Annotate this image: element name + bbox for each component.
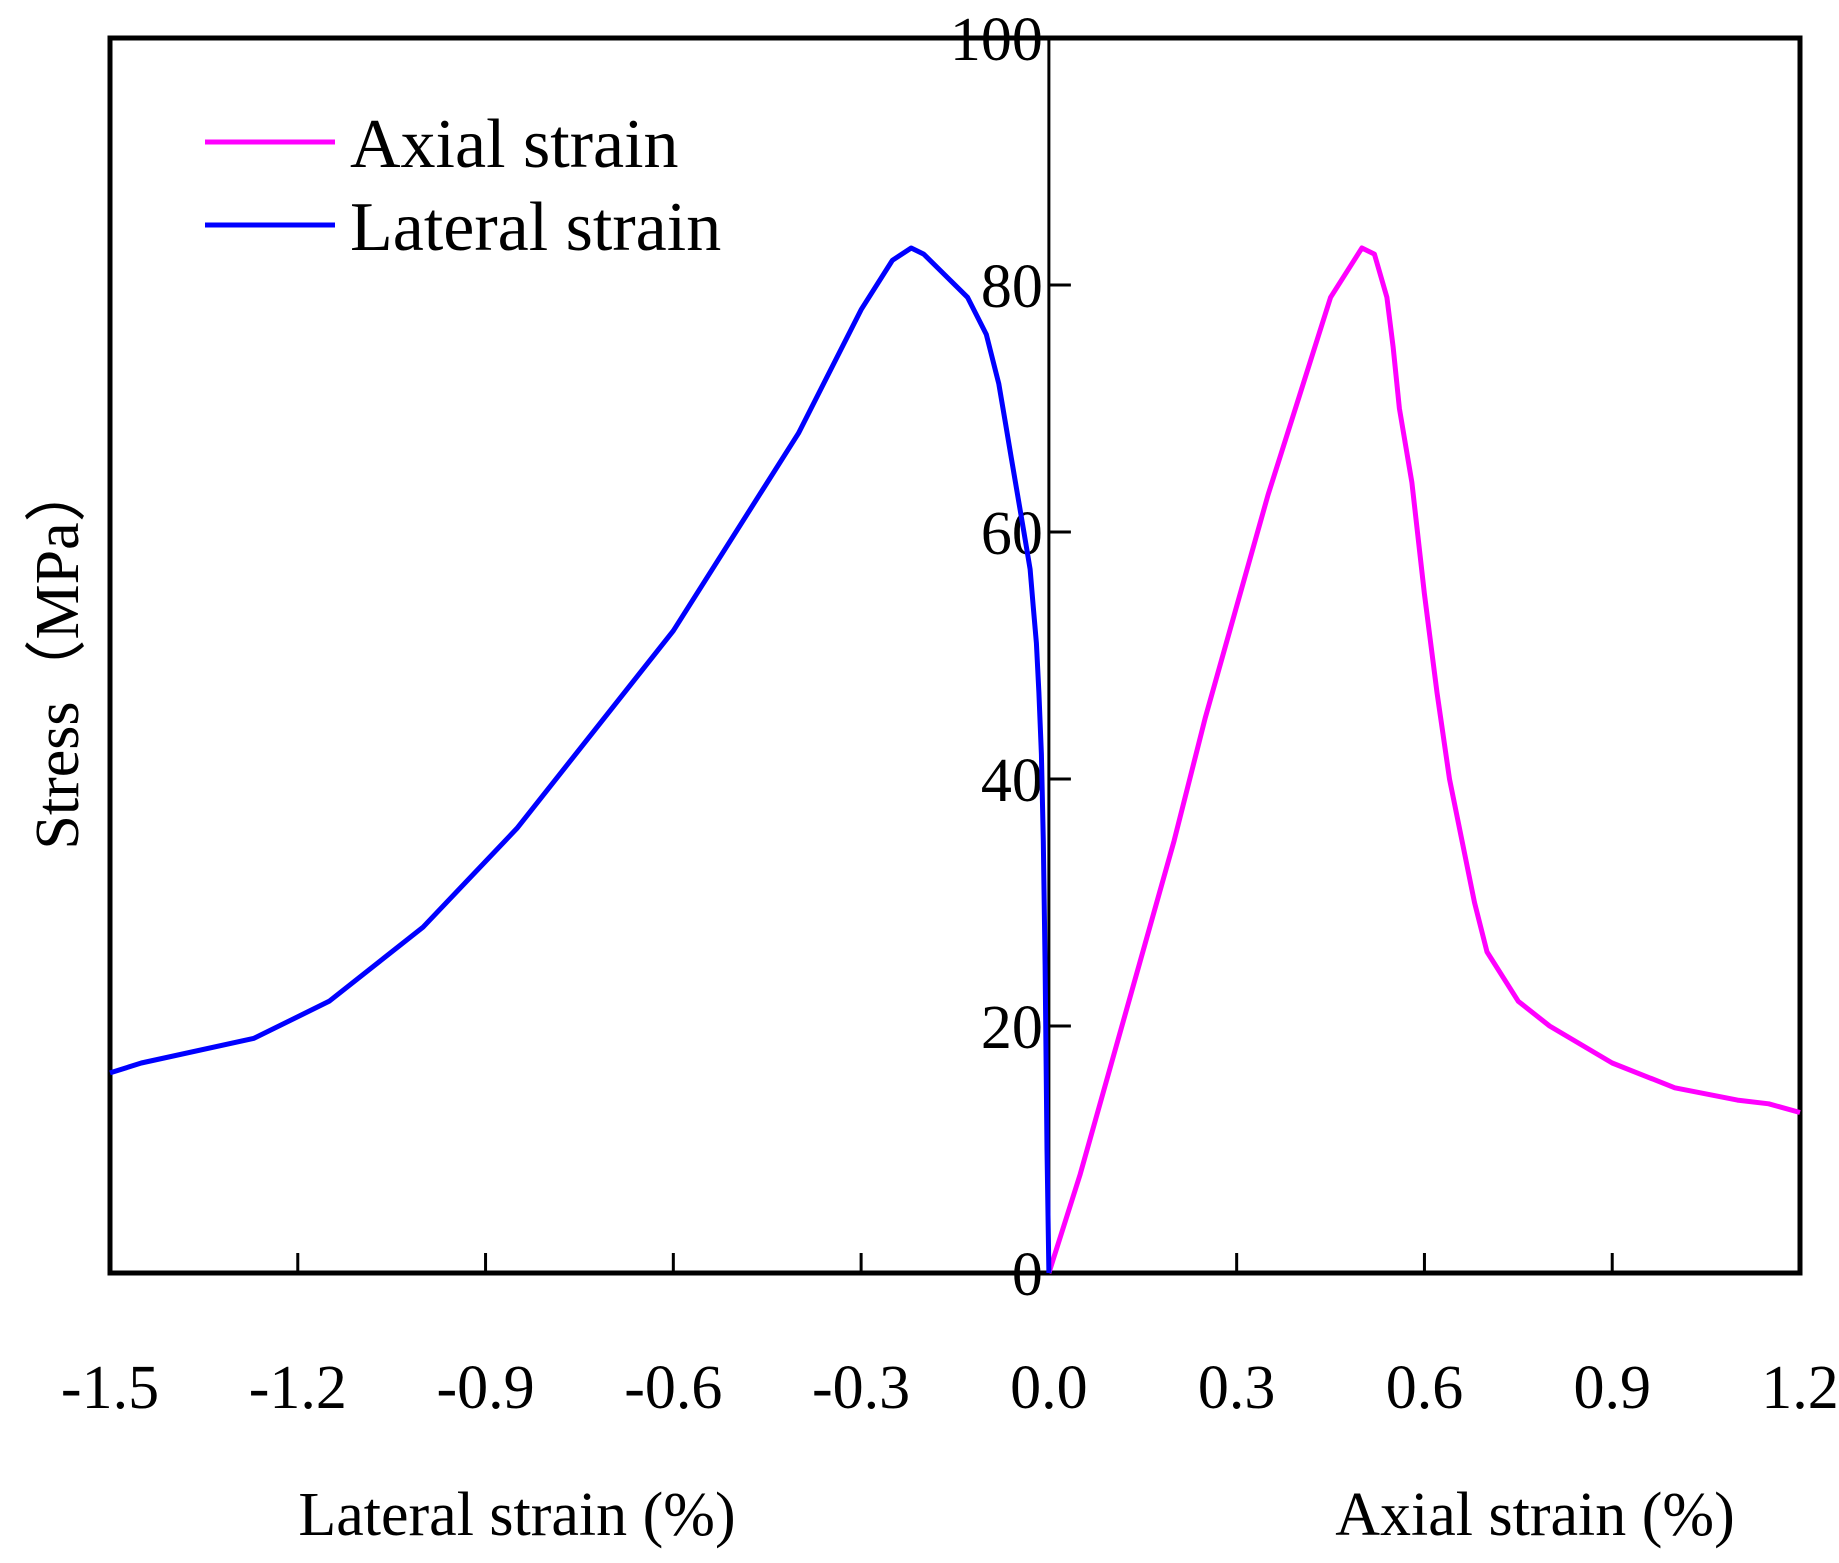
y-tick-label: 0 (1012, 1241, 1043, 1309)
x-tick-label: 1.2 (1761, 1354, 1839, 1422)
x-tick-label: -1.5 (61, 1354, 159, 1422)
y-tick-label: 60 (981, 500, 1043, 568)
x-tick-label: -0.9 (436, 1354, 534, 1422)
x-tick-label: -0.6 (624, 1354, 722, 1422)
x-tick-label: 0.0 (1010, 1354, 1088, 1422)
x-axis-title-axial: Axial strain (%) (1335, 1481, 1734, 1549)
x-tick-label: -1.2 (249, 1354, 347, 1422)
legend-label-axial: Axial strain (350, 106, 679, 183)
x-axis-title-lateral: Lateral strain (%) (298, 1481, 735, 1549)
x-tick-label: 0.6 (1386, 1354, 1464, 1422)
lateral-strain-line (109, 245, 1052, 1274)
legend-label-lateral: Lateral strain (350, 189, 721, 266)
y-axis-ticks: 0 20 40 60 80 100 (950, 6, 1071, 1309)
plot-frame (107, 35, 1803, 1276)
x-axis-ticks: -1.5 -1.2 -0.9 -0.6 -0.3 0.0 0.3 0.6 0.9 1.2 (61, 1253, 1839, 1422)
x-tick-label: 0.3 (1198, 1354, 1276, 1422)
y-axis-title: Stress（MPa） (24, 460, 92, 849)
y-tick-label: 20 (981, 994, 1043, 1062)
legend: Axial strain Lateral strain (205, 106, 721, 266)
series-layer (109, 245, 1801, 1274)
x-tick-label: -0.3 (812, 1354, 910, 1422)
x-tick-label: 0.9 (1573, 1354, 1651, 1422)
y-tick-label: 40 (981, 747, 1043, 815)
axial-strain-line (1046, 245, 1801, 1274)
y-tick-label: 100 (950, 6, 1043, 74)
y-tick-label: 80 (981, 253, 1043, 321)
